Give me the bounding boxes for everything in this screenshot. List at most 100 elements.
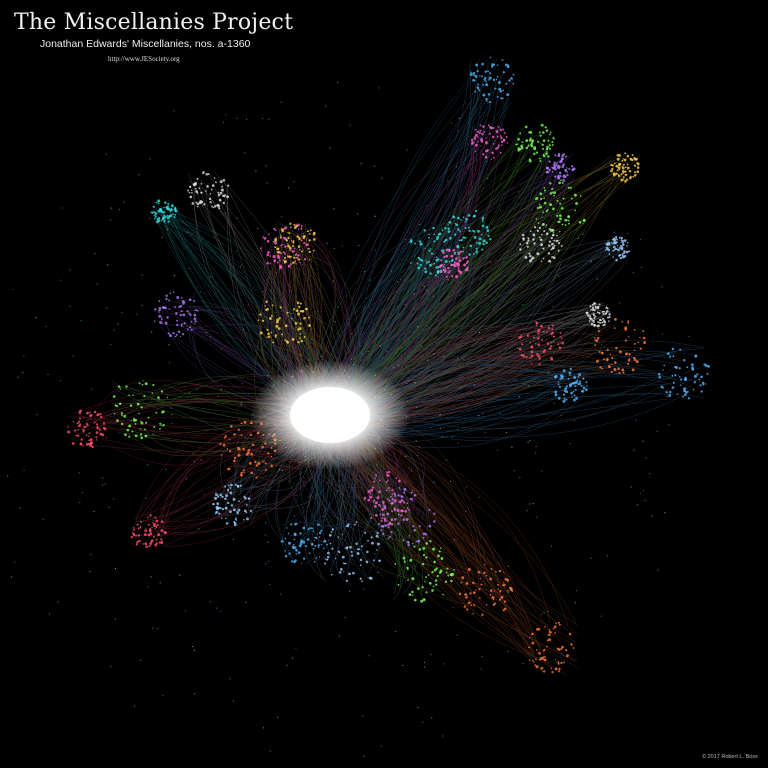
node: [261, 445, 264, 449]
node: [439, 579, 442, 581]
node: [475, 252, 478, 254]
node: [305, 524, 307, 526]
node: [485, 604, 488, 606]
node: [309, 496, 311, 498]
node: [567, 215, 570, 219]
node: [425, 542, 429, 545]
node: [484, 431, 486, 433]
edge: [349, 65, 471, 410]
node: [223, 436, 226, 439]
node: [234, 517, 237, 520]
node: [447, 278, 449, 281]
node: [172, 331, 175, 335]
node: [416, 262, 419, 265]
node: [438, 232, 442, 236]
node: [79, 442, 83, 446]
node: [82, 428, 85, 432]
node: [520, 146, 524, 150]
node: [435, 567, 438, 570]
node: [552, 231, 555, 234]
node: [338, 635, 341, 637]
node: [618, 302, 621, 304]
node: [330, 531, 333, 533]
node: [220, 517, 223, 519]
node: [561, 155, 564, 158]
node: [445, 248, 449, 252]
node: [490, 158, 492, 161]
node: [537, 330, 539, 333]
node: [578, 220, 582, 224]
node: [555, 163, 558, 165]
node: [527, 237, 530, 240]
node: [525, 139, 529, 143]
node: [549, 131, 552, 134]
node: [607, 320, 610, 322]
node: [594, 344, 597, 346]
node: [374, 514, 378, 517]
node: [422, 532, 426, 536]
node: [427, 359, 429, 361]
node: [639, 238, 642, 241]
node: [349, 124, 351, 126]
node: [531, 209, 533, 211]
node: [543, 201, 547, 205]
node: [324, 562, 327, 565]
node: [83, 426, 85, 429]
node: [611, 164, 614, 167]
node: [540, 260, 543, 263]
node: [369, 495, 372, 499]
node: [498, 569, 502, 573]
node: [23, 469, 25, 471]
node: [502, 582, 505, 584]
node: [299, 542, 303, 546]
node: [344, 616, 346, 619]
node: [143, 395, 146, 398]
node: [500, 140, 504, 144]
node: [236, 250, 238, 252]
node: [550, 545, 553, 547]
node: [155, 538, 158, 541]
node: [380, 524, 384, 528]
node: [552, 136, 555, 139]
node: [551, 187, 554, 190]
node: [98, 428, 101, 431]
node: [363, 755, 365, 757]
node: [487, 234, 490, 237]
node: [564, 219, 567, 222]
node: [426, 261, 429, 264]
node: [185, 478, 188, 480]
node: [636, 166, 640, 169]
node: [595, 359, 599, 363]
node: [510, 77, 513, 80]
node: [152, 535, 155, 538]
node: [535, 321, 538, 323]
node: [496, 76, 499, 78]
node: [145, 421, 148, 424]
node: [330, 573, 333, 576]
node: [593, 323, 596, 327]
node: [219, 180, 223, 184]
node: [519, 335, 523, 339]
node: [466, 266, 469, 269]
node: [431, 717, 433, 719]
node: [446, 275, 448, 278]
node: [273, 335, 275, 337]
node: [269, 750, 271, 752]
node: [464, 593, 467, 596]
node: [590, 322, 594, 326]
website-link[interactable]: http://www.JESociety.org: [108, 55, 180, 63]
node: [481, 220, 484, 222]
node: [554, 393, 558, 397]
node: [590, 557, 593, 559]
node: [497, 144, 500, 147]
node: [257, 461, 261, 465]
node: [541, 339, 543, 341]
node: [624, 170, 627, 174]
node: [158, 311, 160, 313]
node: [545, 226, 547, 228]
node: [671, 374, 674, 377]
node: [629, 176, 632, 180]
node: [78, 417, 82, 420]
node: [276, 370, 279, 372]
node: [224, 497, 227, 501]
